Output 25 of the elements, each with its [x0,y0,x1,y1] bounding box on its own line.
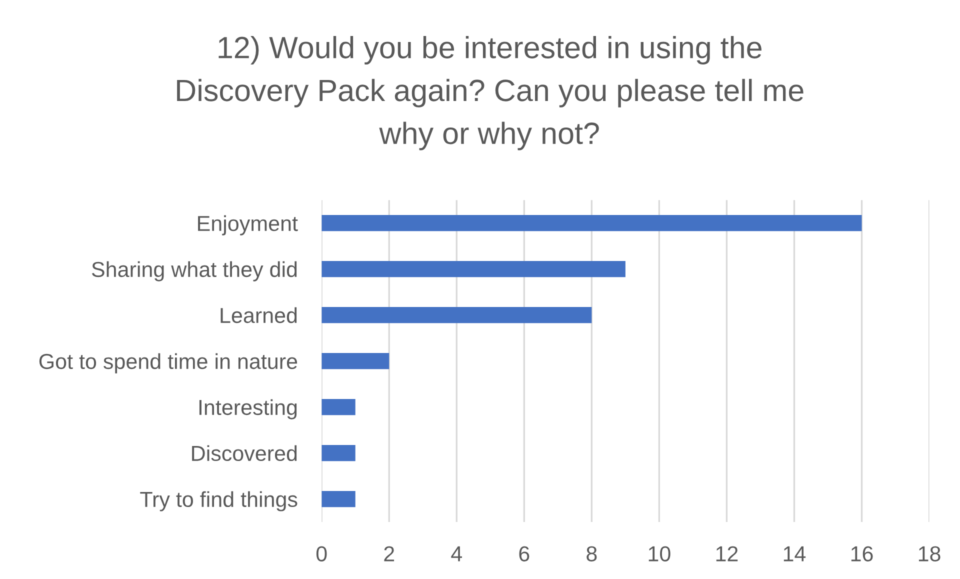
bar [322,399,356,416]
x-tick-label: 18 [918,546,940,562]
bar [322,307,592,324]
x-tick-label: 10 [648,546,670,562]
y-tick-label: Got to spend time in nature [39,353,298,374]
bar [322,490,356,508]
y-tick-label: Learned [220,307,297,324]
bar [322,444,356,462]
x-tick-label: 8 [586,546,597,562]
y-tick-label: Try to find things [140,491,298,512]
x-tick-label: 14 [784,546,806,562]
x-tick-label: 16 [851,546,873,562]
bar [322,261,626,278]
chart-title: 12) Would you be interested in using the Discovery Pack again? Can you please tell me why or why not? [177,36,804,150]
x-tick-label: 2 [384,546,394,562]
x-tick-label: 4 [451,546,462,562]
x-tick-label: 0 [316,546,327,562]
y-tick-label: Sharing what they did [92,261,297,282]
y-tick-label: Enjoyment [198,215,298,236]
y-tick-label: Interesting [199,399,297,420]
y-tick-label: Discovered [192,445,297,462]
x-tick-label: 12 [716,546,738,562]
bar [322,353,390,370]
bar [322,215,862,232]
x-tick-label: 6 [519,546,530,562]
